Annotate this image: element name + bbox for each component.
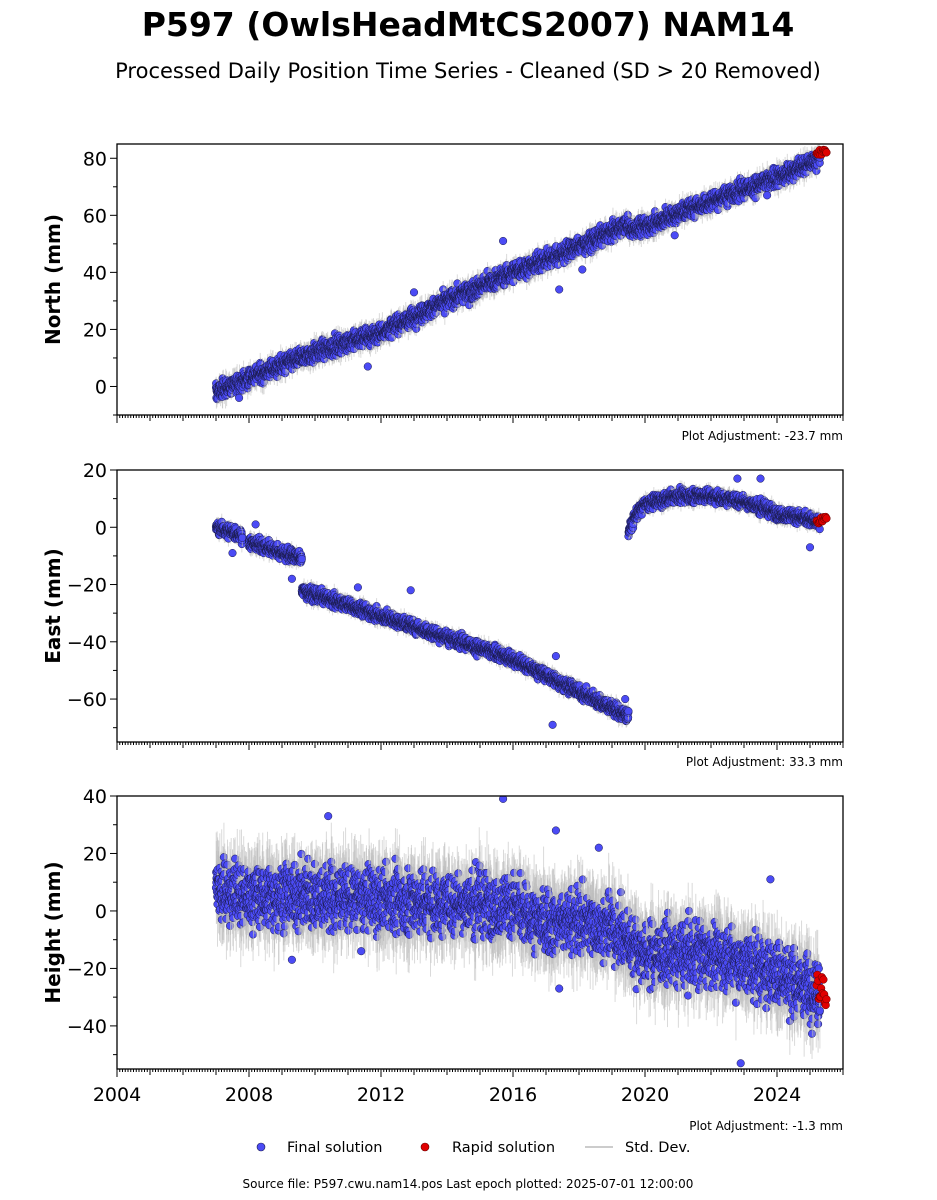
figure-title: P597 (OwlsHeadMtCS2007) NAM14 bbox=[142, 5, 795, 44]
figure-subtitle: Processed Daily Position Time Series - C… bbox=[115, 59, 821, 83]
data-points bbox=[211, 144, 831, 409]
